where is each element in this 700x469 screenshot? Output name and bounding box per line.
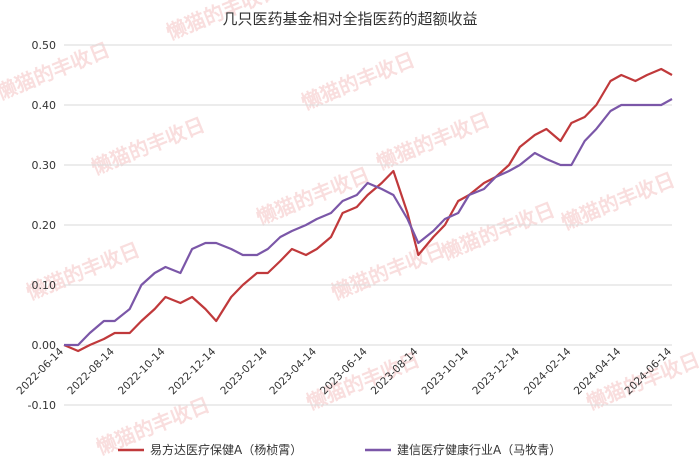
y-tick-label: 0.00 <box>32 339 57 352</box>
series-line-2 <box>64 98 673 347</box>
x-tick-label: 2023-10-14 <box>420 345 472 397</box>
series-lines <box>63 67 673 353</box>
y-tick-label: 0.10 <box>32 279 57 292</box>
y-tick-label: 0.20 <box>32 219 57 232</box>
y-tick-label: 0.30 <box>32 159 57 172</box>
y-tick-label: 0.40 <box>32 99 57 112</box>
y-axis: -0.10 0.00 0.10 0.20 0.30 0.40 0.50 <box>28 39 56 412</box>
x-tick-label: 2023-02-14 <box>218 345 270 397</box>
x-tick-label: 2022-12-14 <box>167 345 219 397</box>
legend: 易方达医疗保健A（杨桢霄） 建信医疗健康行业A（马牧青） <box>118 442 561 457</box>
x-tick-label: 2023-12-14 <box>470 345 522 397</box>
watermark-text: 懒猫的丰收日 <box>0 37 113 104</box>
watermark-text: 懒猫的丰收日 <box>23 237 143 304</box>
x-tick-label: 2024-02-14 <box>522 345 574 397</box>
x-tick-label: 2022-06-14 <box>14 345 66 397</box>
legend-label-2: 建信医疗健康行业A（马牧青） <box>397 442 561 457</box>
x-tick-label: 2022-08-14 <box>65 345 117 397</box>
series-line-1 <box>63 67 673 353</box>
y-tick-label: 0.50 <box>32 39 57 52</box>
watermark-text: 懒猫的丰收日 <box>438 197 558 264</box>
legend-label-1: 易方达医疗保健A（杨桢霄） <box>150 442 302 457</box>
watermark-text: 懒猫的丰收日 <box>88 112 208 179</box>
x-tick-label: 2022-10-14 <box>116 345 168 397</box>
watermark-text: 懒猫的丰收日 <box>328 237 448 304</box>
chart-title: 几只医药基金相对全指医药的超额收益 <box>222 10 477 28</box>
y-tick-label: -0.10 <box>28 399 56 412</box>
